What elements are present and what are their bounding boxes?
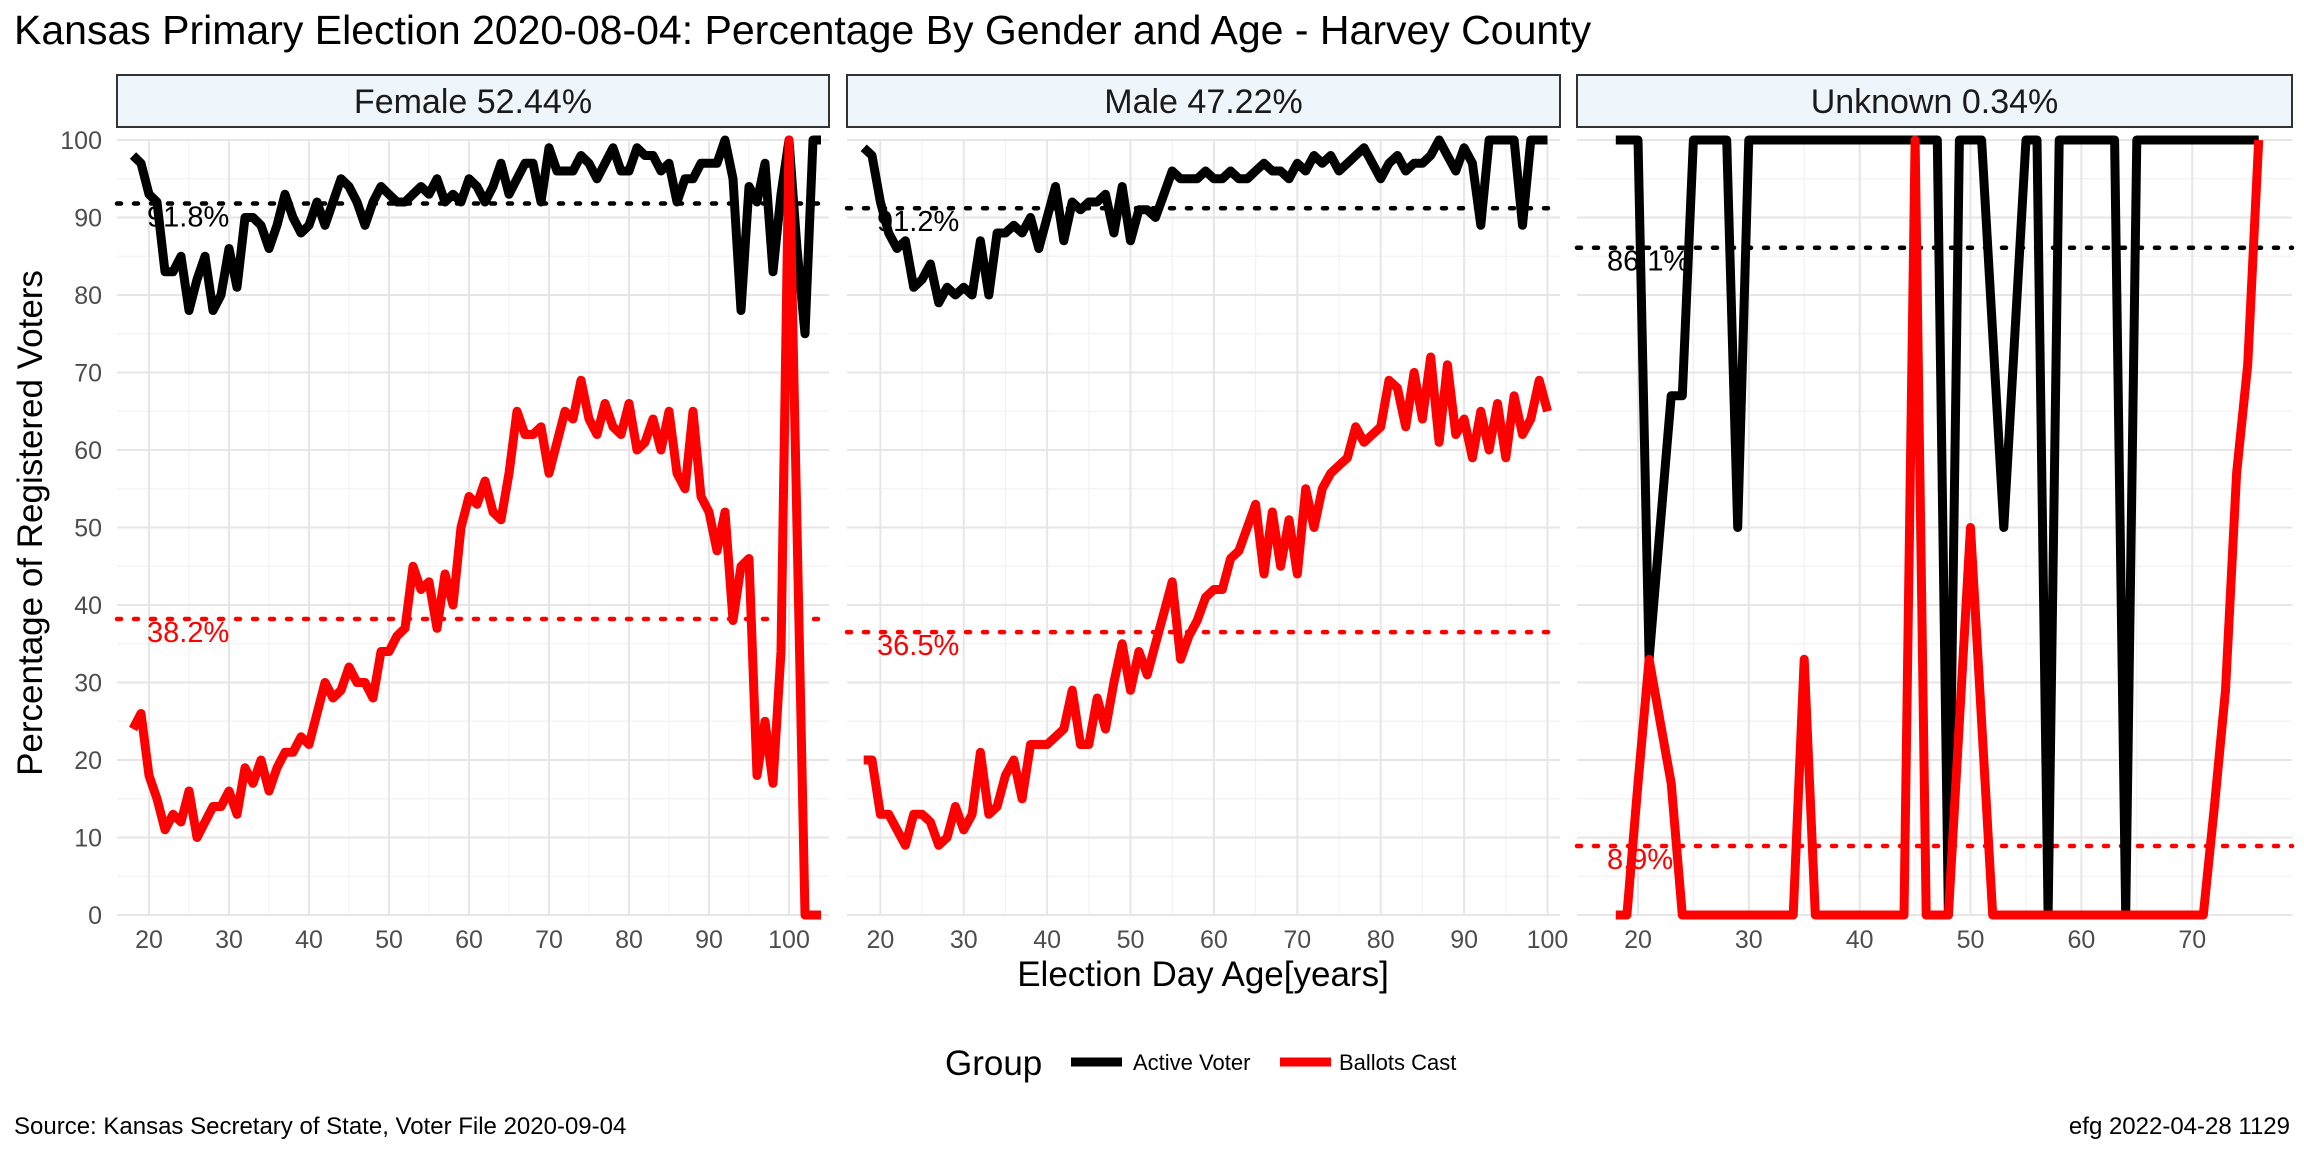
x-tick-label: 70 bbox=[1283, 926, 1311, 954]
x-tick-label: 90 bbox=[695, 926, 723, 954]
series-line-ballots-cast bbox=[863, 352, 1552, 850]
panel-strip bbox=[1576, 74, 2293, 128]
panel-1: Male 47.22% 20 30 40 50 60 70 80 90 100 91.2% 36.5% bbox=[844, 74, 1569, 954]
legend-title: Group bbox=[945, 1044, 1042, 1083]
y-tick-label: 60 bbox=[74, 437, 102, 465]
x-tick-label: 30 bbox=[950, 926, 978, 954]
y-tick-label: 40 bbox=[74, 592, 102, 620]
series-line-ballots-cast bbox=[1615, 135, 2264, 920]
x-tick-label: 40 bbox=[1846, 926, 1874, 954]
average-label: 38.2% bbox=[147, 617, 229, 649]
x-tick-label: 60 bbox=[1200, 926, 1228, 954]
average-label: 91.2% bbox=[877, 206, 959, 238]
x-tick-label: 20 bbox=[1624, 926, 1652, 954]
y-tick-label: 30 bbox=[74, 670, 102, 698]
panel-strip-label: Female 52.44% bbox=[354, 83, 592, 121]
x-axis-title: Election Day Age[years] bbox=[1017, 955, 1389, 994]
y-tick-label: 50 bbox=[74, 515, 102, 543]
average-label: 36.5% bbox=[877, 630, 959, 662]
x-tick-label: 80 bbox=[615, 926, 643, 954]
series-line-active-voter bbox=[129, 135, 821, 339]
x-tick-label: 70 bbox=[2178, 926, 2206, 954]
y-tick-label: 80 bbox=[74, 282, 102, 310]
x-tick-label: 90 bbox=[1450, 926, 1478, 954]
panel-2: Unknown 0.34% 20 30 40 50 60 70 86.1% 8.9% bbox=[1574, 74, 2295, 954]
y-tick-label: 70 bbox=[74, 360, 102, 388]
x-tick-label: 20 bbox=[866, 926, 894, 954]
x-tick-label: 50 bbox=[375, 926, 403, 954]
panels: Female 52.44% 0 10 20 30 40 50 60 70 80 90 100 20 30 4… bbox=[60, 74, 2295, 954]
series-line-active-voter bbox=[860, 135, 1548, 308]
panel-strip-label: Unknown 0.34% bbox=[1811, 83, 2059, 121]
series-line-active-voter bbox=[1615, 135, 2259, 920]
x-tick-label: 50 bbox=[1957, 926, 1985, 954]
series-line-ballots-cast bbox=[129, 135, 821, 920]
chart-title: Kansas Primary Election 2020-08-04: Perc… bbox=[14, 7, 1592, 53]
panel-strip bbox=[846, 74, 1561, 128]
x-tick-label: 40 bbox=[295, 926, 323, 954]
y-axis-title: Percentage of Registered Voters bbox=[11, 270, 50, 776]
average-label: 91.8% bbox=[147, 202, 229, 234]
x-tick-label: 20 bbox=[135, 926, 163, 954]
average-label: 8.9% bbox=[1607, 844, 1673, 876]
average-label: 86.1% bbox=[1607, 246, 1689, 278]
x-tick-label: 100 bbox=[768, 926, 810, 954]
panel-strip bbox=[116, 74, 830, 128]
y-tick-label: 20 bbox=[74, 747, 102, 775]
legend-label-active-voter: Active Voter bbox=[1133, 1050, 1250, 1075]
source-caption: Source: Kansas Secretary of State, Voter… bbox=[14, 1113, 626, 1140]
y-tick-label: 10 bbox=[74, 825, 102, 853]
timestamp-caption: efg 2022-04-28 1129 bbox=[2069, 1113, 2290, 1140]
x-tick-label: 30 bbox=[1735, 926, 1763, 954]
x-tick-label: 40 bbox=[1033, 926, 1061, 954]
x-tick-label: 50 bbox=[1117, 926, 1145, 954]
x-tick-label: 70 bbox=[535, 926, 563, 954]
x-tick-label: 60 bbox=[2067, 926, 2095, 954]
x-tick-label: 80 bbox=[1367, 926, 1395, 954]
panel-0: Female 52.44% 0 10 20 30 40 50 60 70 80 90 100 20 30 4… bbox=[60, 74, 832, 954]
x-tick-label: 100 bbox=[1527, 926, 1569, 954]
x-tick-label: 30 bbox=[215, 926, 243, 954]
y-tick-label: 100 bbox=[60, 127, 102, 155]
legend-label-ballots-cast: Ballots Cast bbox=[1339, 1050, 1456, 1075]
x-tick-label: 60 bbox=[455, 926, 483, 954]
panel-strip-label: Male 47.22% bbox=[1104, 83, 1302, 121]
y-tick-label: 0 bbox=[88, 902, 102, 930]
y-tick-label: 90 bbox=[74, 205, 102, 233]
legend: Group Active Voter Ballots Cast bbox=[945, 1044, 1456, 1083]
